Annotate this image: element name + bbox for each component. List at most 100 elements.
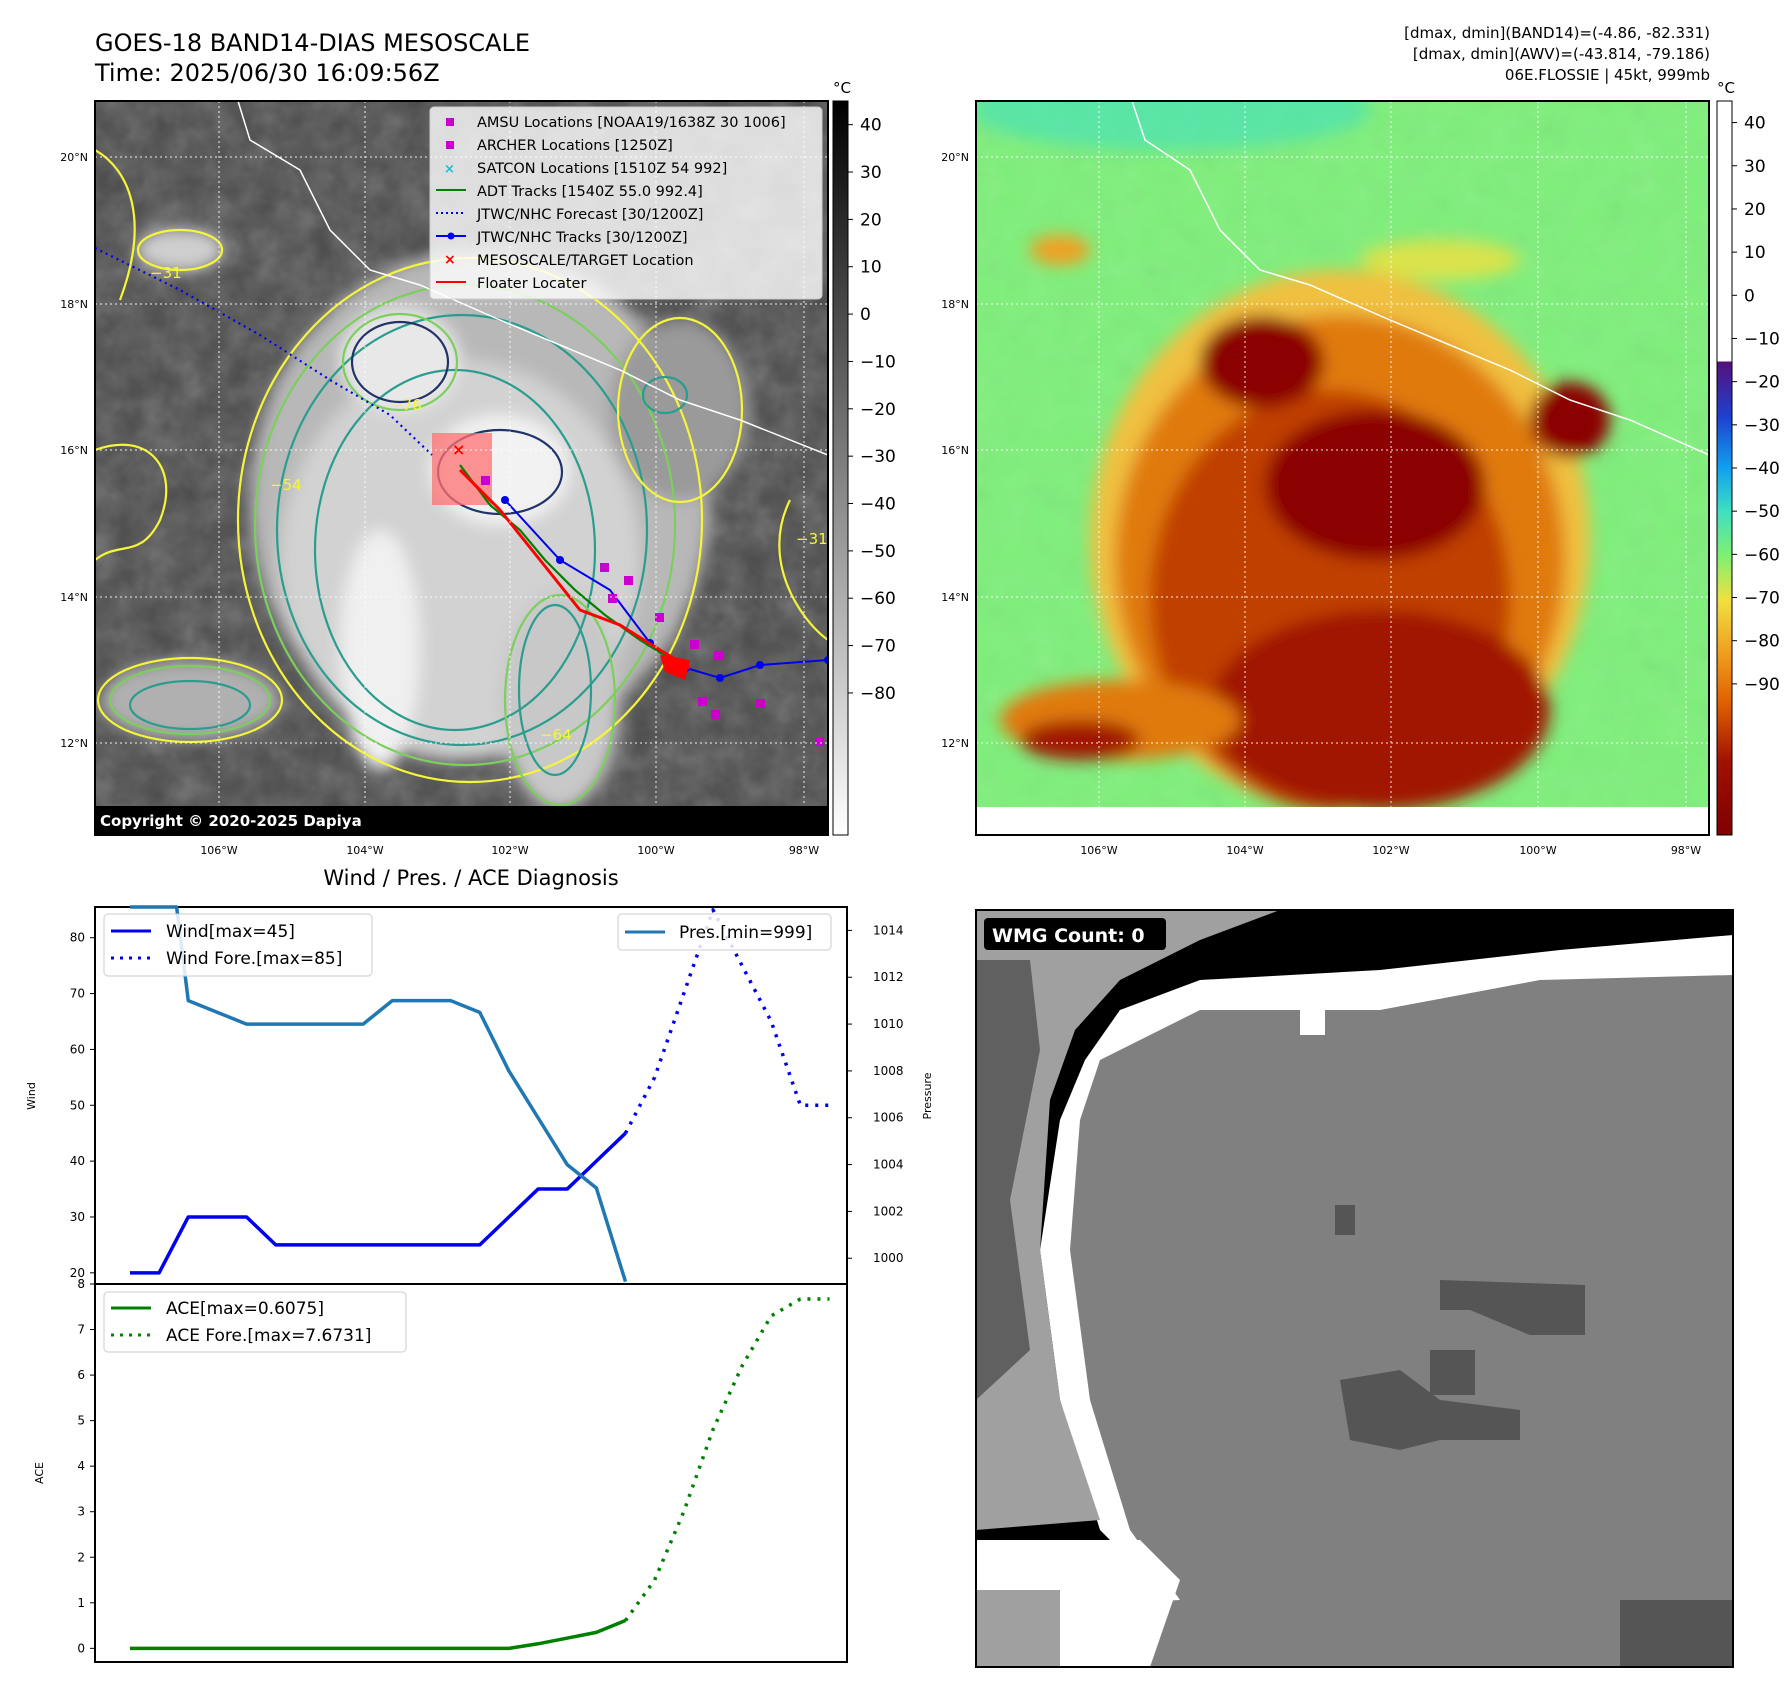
colorbar-tick-label: −60 [860, 589, 896, 609]
pressure-series-line [129, 905, 628, 1283]
colorbar-tick-label: −80 [860, 684, 896, 704]
colorbar-tick-label: 10 [1744, 243, 1766, 263]
colorbar-tick-label: −40 [860, 495, 896, 515]
colorbar-tick-label: −20 [1744, 373, 1780, 393]
lon-label: 100°W [637, 844, 674, 857]
lat-label: 14°N [60, 591, 88, 604]
contour-label: −76 [390, 396, 422, 414]
colorbar-tick-label: 20 [860, 210, 882, 230]
legend-amsu-marker [446, 118, 454, 126]
lat-label: 20°N [941, 151, 969, 164]
wmg-dark-outer [976, 960, 1040, 1400]
colorbar-tick-label: −30 [1744, 416, 1780, 436]
info-awv: [dmax, dmin](AWV)=(-43.814, -79.186) [1413, 45, 1710, 63]
y-tick-label: 30 [70, 1210, 85, 1224]
lon-label: 102°W [491, 844, 528, 857]
colorbar-tick-label: 30 [1744, 157, 1766, 177]
ace-legend: ACE[max=0.6075] ACE Fore.[max=7.6731] [103, 1291, 407, 1353]
ir-lat-labels: 20°N 18°N 16°N 14°N 12°N [60, 151, 88, 750]
y-tick-label: 3 [77, 1505, 85, 1519]
legend-satcon-marker: × [444, 162, 455, 177]
contour-label: −64 [540, 726, 572, 744]
ir-colorbar-ticks: 40 30 20 10 0 −10 −20 −30 −40 −50 −60 −70 −80 [848, 116, 896, 704]
y-tick-label: 5 [77, 1414, 85, 1428]
lat-label: 12°N [941, 737, 969, 750]
legend-box [429, 106, 823, 300]
ir-lon-labels: 106°W 104°W 102°W 100°W 98°W [200, 844, 819, 857]
colorbar-tick-label: −50 [1744, 502, 1780, 522]
copyright-text: Copyright © 2020-2025 Dapiya [100, 812, 362, 830]
colorbar-tick-label: −20 [860, 400, 896, 420]
awv-nodata-strip [976, 807, 1709, 835]
lat-label: 14°N [941, 591, 969, 604]
wmg-label-box [984, 918, 1166, 950]
colorbar-tick-label: 10 [860, 258, 882, 278]
lon-label: 102°W [1372, 844, 1409, 857]
y2-tick-label: 1012 [873, 970, 904, 984]
legend-item: MESOSCALE/TARGET Location [477, 253, 694, 269]
figure-time: Time: 2025/06/30 16:09:56Z [94, 59, 440, 87]
lat-label: 18°N [941, 298, 969, 311]
lat-label: 18°N [60, 298, 88, 311]
wmg-frame [975, 909, 1734, 1668]
floater-marker [660, 655, 690, 680]
awv-coastline [1131, 101, 1709, 456]
y2-tick-label: 1006 [873, 1111, 904, 1125]
awv-lat-labels: 20°N 18°N 16°N 14°N 12°N [941, 151, 969, 750]
ace-forecast-series-line [624, 1297, 830, 1622]
awv-map-panel [976, 101, 1709, 835]
info-storm: 06E.FLOSSIE | 45kt, 999mb [1505, 66, 1710, 84]
lat-label: 16°N [60, 444, 88, 457]
wmg-gray-outer [976, 910, 1280, 1530]
ace-plot: 0 1 2 3 4 5 6 7 8 [77, 1277, 830, 1655]
colorbar-tick-label: −70 [860, 637, 896, 657]
y-tick-label: 2 [77, 1550, 85, 1564]
y-tick-label: 60 [70, 1042, 85, 1056]
colorbar-tick-label: 30 [860, 163, 882, 183]
legend-item: SATCON Locations [1510Z 54 992] [477, 161, 727, 177]
colorbar-tick-label: −60 [1744, 545, 1780, 565]
diagnosis-title: Wind / Pres. / ACE Diagnosis [323, 866, 618, 890]
y2-tick-label: 1000 [873, 1251, 904, 1265]
ace-fore-legend-label: ACE Fore.[max=7.6731] [166, 1326, 371, 1346]
y2-tick-label: 1010 [873, 1017, 904, 1031]
y-tick-label: 80 [70, 931, 85, 945]
lon-label: 98°W [1671, 844, 1701, 857]
colorbar-tick-label: −30 [860, 447, 896, 467]
pressure-axis-label: Pressure [921, 1072, 934, 1119]
y-tick-label: 6 [77, 1368, 85, 1382]
ir-map-frame [94, 100, 829, 836]
lon-label: 104°W [346, 844, 383, 857]
legend-item: AMSU Locations [NOAA19/1638Z 30 1006] [477, 115, 786, 131]
lon-label: 106°W [1080, 844, 1117, 857]
wind-series-line [129, 1131, 627, 1275]
pressure-legend-box [617, 913, 832, 951]
awv-map-frame [975, 100, 1710, 836]
wmg-panel [976, 910, 1733, 1667]
awv-colorbar-unit: °C [1717, 79, 1735, 97]
contour-label: −54 [270, 476, 302, 494]
ace-legend-label: ACE[max=0.6075] [166, 1299, 324, 1319]
lon-label: 106°W [200, 844, 237, 857]
lon-label: 100°W [1519, 844, 1556, 857]
y-tick-label: 4 [77, 1459, 85, 1473]
colorbar-tick-label: −10 [1744, 329, 1780, 349]
wmg-count-label: WMG Count: 0 [992, 925, 1145, 947]
pressure-legend-label: Pres.[min=999] [679, 923, 812, 943]
y-tick-label: 0 [77, 1641, 85, 1655]
ace-legend-box [103, 1291, 407, 1353]
wind-legend-box [103, 913, 373, 977]
lat-label: 12°N [60, 737, 88, 750]
wind-axis-label: Wind [25, 1082, 38, 1110]
y2-tick-label: 1004 [873, 1158, 904, 1172]
y-tick-label: 70 [70, 987, 85, 1001]
awv-colorbar-ticks: 40 30 20 10 0 −10 −20 −30 −40 −50 −60 −70 −80 −90 [1732, 114, 1780, 695]
colorbar-tick-label: 40 [1744, 114, 1766, 134]
legend-item: JTWC/NHC Forecast [30/1200Z] [476, 207, 703, 223]
legend-archer-marker [446, 141, 454, 149]
mesoscale-x-marker: × [452, 440, 465, 459]
copyright-bar [95, 806, 828, 835]
ir-colorbar-unit: °C [833, 79, 851, 97]
awv-lon-labels: 106°W 104°W 102°W 100°W 98°W [1080, 844, 1701, 857]
